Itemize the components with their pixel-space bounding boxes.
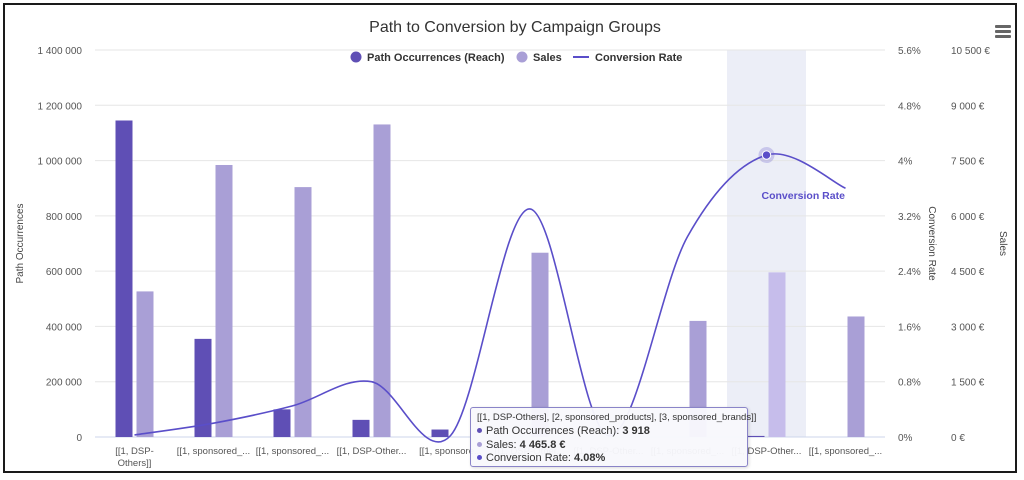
right-tick-label-rate: 4.8%	[898, 101, 921, 112]
tooltip-reach-value: 3 918	[622, 425, 650, 437]
right-tick-label-rate: 5.6%	[898, 46, 921, 57]
highlight-point	[761, 150, 772, 160]
bar-reach	[747, 435, 765, 437]
legend-label-reach: Path Occurrences (Reach)	[367, 52, 505, 64]
tooltip-row-sales: Sales: 4 465.8 €	[477, 439, 741, 453]
tooltip-conversion-dot	[477, 455, 482, 461]
bar-reach	[273, 409, 291, 437]
left-tick-label: 1 000 000	[38, 157, 83, 168]
right-tick-label-sales: 3 000 €	[951, 322, 985, 333]
bar-reach	[431, 429, 449, 437]
right-tick-label-rate: 3.2%	[898, 212, 921, 223]
tooltip-conversion-value: 4.08%	[574, 452, 606, 464]
right-axis-title-rate: Conversion Rate	[926, 206, 937, 281]
combo-chart: Path to Conversion by Campaign Groups 0 0%…	[15, 19, 1008, 469]
tooltip-row-reach: Path Occurrences (Reach): 3 918	[477, 425, 741, 439]
right-tick-label-sales: 7 500 €	[951, 157, 985, 168]
legend-label-rate: Conversion Rate	[595, 52, 682, 64]
bar-reach	[352, 419, 370, 437]
left-tick-label: 800 000	[46, 212, 83, 223]
hamburger-menu-icon[interactable]	[995, 25, 1011, 38]
tooltip: [[1, DSP-Others], [2, sponsored_products…	[470, 407, 757, 467]
bar-sales	[847, 316, 865, 437]
x-tick-label: [[1, sponsored_...	[809, 446, 882, 457]
bar-sales	[136, 291, 154, 437]
x-tick-label: [[1, DSP-	[115, 446, 154, 457]
right-tick-label-sales: 0 €	[951, 433, 965, 444]
x-tick-label: [[1, sponsore...	[419, 446, 482, 457]
left-axis-title: Path Occurrences	[15, 203, 26, 283]
bar-sales	[373, 124, 391, 438]
highlight-band	[727, 50, 806, 437]
tooltip-sales-value: 4 465.8 €	[519, 438, 566, 451]
right-tick-label-sales: 1 500 €	[951, 378, 985, 389]
x-tick-label: Others]]	[118, 458, 152, 469]
x-tick-label: [[1, sponsored_...	[177, 446, 250, 457]
x-tick-label: [[1, DSP-Other...	[337, 446, 407, 457]
tooltip-header: [[1, DSP-Others], [2, sponsored_products…	[477, 412, 757, 423]
right-tick-label-sales: 4 500 €	[951, 267, 985, 278]
series-annotation-label: Conversion Rate	[762, 190, 846, 202]
bar-sales	[294, 187, 312, 437]
chart-title: Path to Conversion by Campaign Groups	[369, 19, 661, 36]
bar-reach	[115, 120, 133, 437]
x-tick-label: [[1, sponsored_...	[256, 446, 329, 457]
left-tick-label: 0	[76, 433, 82, 444]
legend-symbol-reach	[350, 51, 362, 63]
right-tick-label-rate: 4%	[898, 157, 913, 168]
tooltip-sales-label: Sales:	[486, 438, 520, 451]
right-tick-label-sales: 6 000 €	[951, 212, 985, 223]
right-axis-title-sales: Sales	[997, 231, 1008, 256]
tooltip-reach-dot	[477, 428, 482, 434]
tooltip-conversion-label: Conversion Rate:	[486, 452, 575, 464]
right-tick-label-rate: 0.8%	[898, 378, 921, 389]
left-tick-label: 1 200 000	[38, 101, 83, 112]
right-tick-label-rate: 2.4%	[898, 267, 921, 278]
bar-sales	[768, 272, 786, 437]
left-tick-label: 400 000	[46, 322, 83, 333]
legend-label-sales: Sales	[533, 52, 562, 64]
left-tick-label: 200 000	[46, 378, 83, 389]
right-tick-label-rate: 1.6%	[898, 322, 921, 333]
tooltip-reach-label: Path Occurrences (Reach):	[486, 425, 623, 437]
tooltip-row-conversion: Conversion Rate: 4.08%	[477, 452, 741, 466]
right-tick-label-sales: 10 500 €	[951, 46, 990, 57]
legend-symbol-sales	[516, 51, 528, 63]
bar-sales	[215, 164, 233, 437]
tooltip-sales-dot	[477, 441, 482, 447]
line-conversion-rate	[134, 153, 846, 443]
left-tick-label: 600 000	[46, 267, 83, 278]
bar-reach	[194, 338, 212, 437]
bar-sales	[531, 252, 549, 437]
left-tick-label: 1 400 000	[38, 46, 83, 57]
x-tick-label: [[1, DSP-Other...	[732, 446, 802, 457]
right-tick-label-rate: 0%	[898, 433, 913, 444]
right-tick-label-sales: 9 000 €	[951, 101, 985, 112]
chart-frame: Path to Conversion by Campaign Groups 0 0%…	[3, 3, 1017, 473]
